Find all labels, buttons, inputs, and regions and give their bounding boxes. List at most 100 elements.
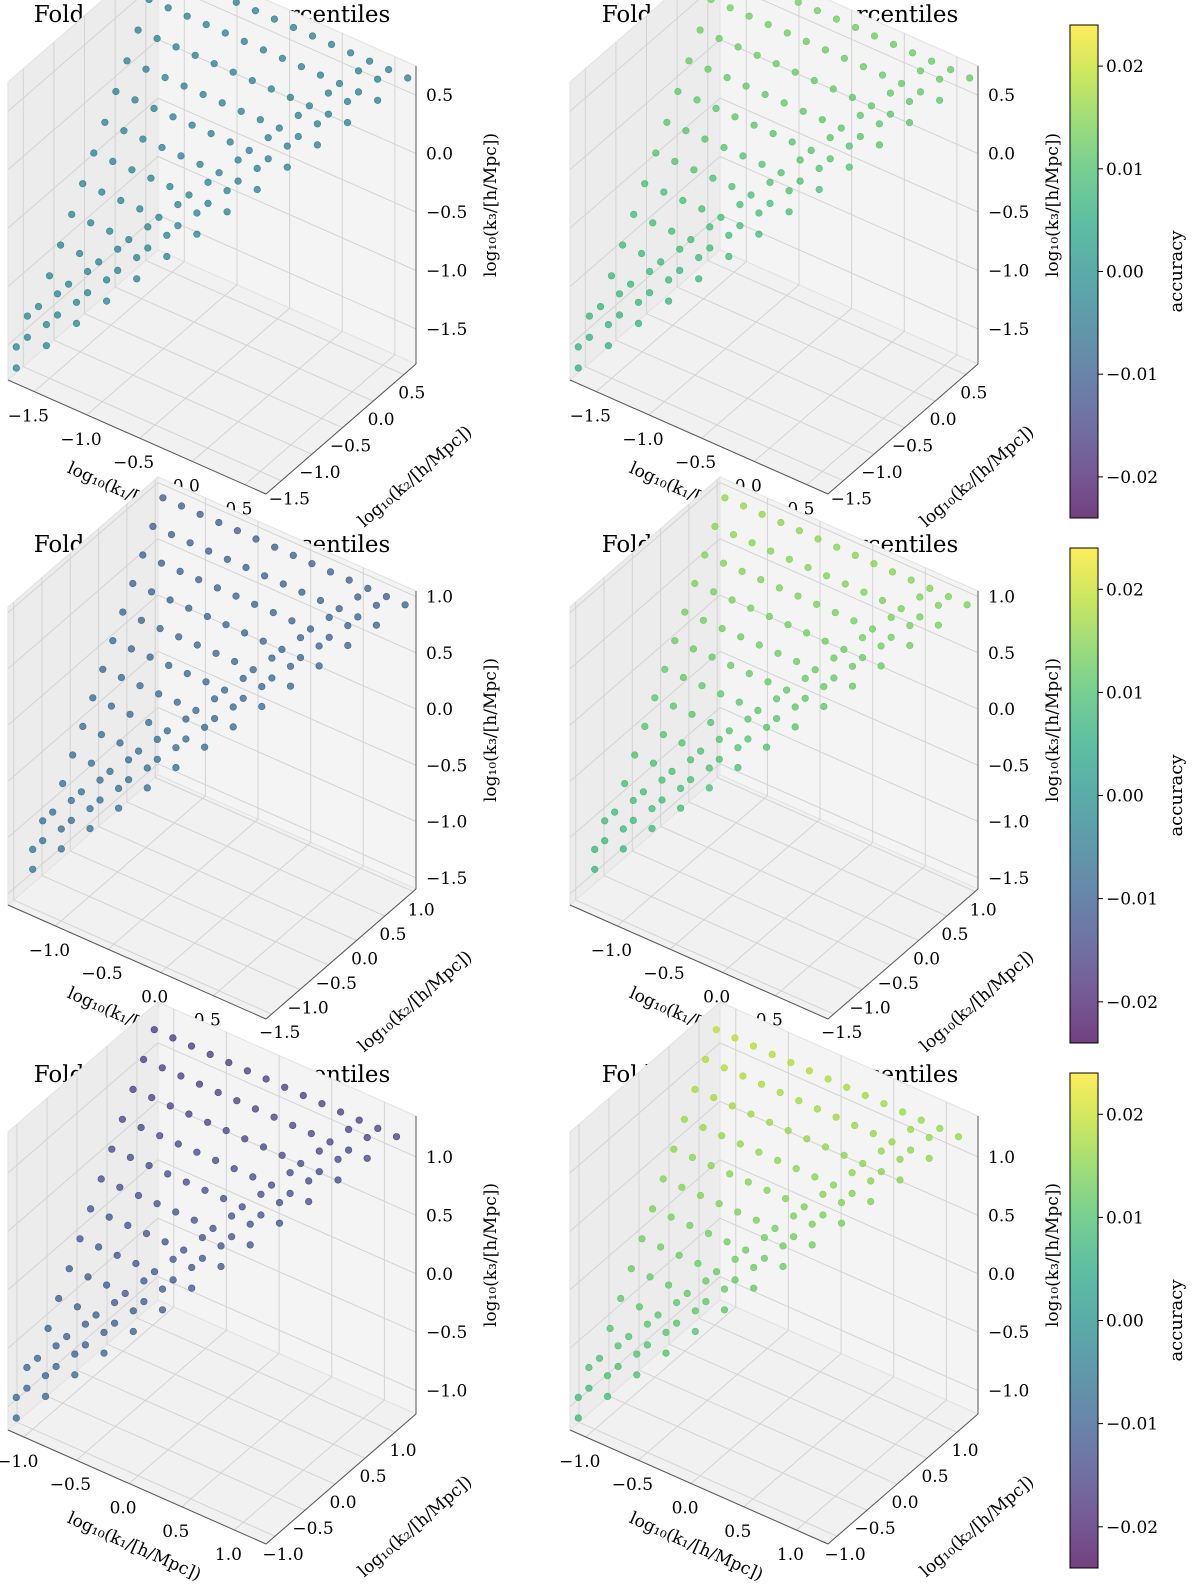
data-point (779, 1262, 787, 1271)
data-point (641, 180, 649, 188)
gridline (569, 1042, 721, 1174)
data-point (651, 694, 659, 702)
data-point (934, 621, 943, 629)
data-point (161, 1238, 169, 1246)
data-point (325, 633, 333, 641)
z-tick-label: −1.5 (426, 320, 467, 340)
data-point (155, 690, 163, 698)
y-axis-line (265, 888, 417, 1020)
scatter-points (591, 494, 971, 873)
data-point (201, 723, 209, 731)
data-point (791, 703, 799, 711)
gridline (154, 777, 414, 892)
z-tick-label: −0.5 (988, 1323, 1029, 1343)
data-point (71, 1371, 79, 1379)
data-point (906, 641, 914, 650)
gridline (7, 1100, 159, 1232)
data-point (701, 1055, 710, 1064)
data-point (193, 641, 201, 649)
y-tick-label: 0.5 (359, 1467, 386, 1487)
z-tick-label: −1.0 (426, 813, 467, 833)
data-point (214, 1088, 222, 1097)
data-point (821, 46, 830, 54)
data-point (114, 804, 123, 812)
data-point (76, 1235, 84, 1243)
data-point (935, 96, 944, 104)
x-axis-line (569, 1429, 829, 1545)
data-point (841, 580, 849, 588)
data-point (764, 21, 772, 29)
data-point (100, 1328, 108, 1336)
data-point (670, 1145, 678, 1153)
data-point (343, 97, 352, 106)
data-point (149, 522, 157, 531)
data-point (646, 1273, 654, 1281)
data-point (270, 1113, 278, 1121)
x-axis-line (569, 379, 829, 495)
data-point (718, 624, 726, 633)
gridline (7, 39, 159, 170)
data-point (831, 608, 839, 617)
y-tick-label: −0.5 (878, 974, 919, 994)
data-point (193, 1148, 201, 1156)
gridline (569, 1100, 721, 1232)
gridline (722, 842, 874, 973)
data-point (820, 702, 828, 711)
data-point (313, 120, 322, 128)
data-point (773, 1156, 782, 1164)
data-point (818, 116, 826, 124)
data-point (173, 698, 181, 706)
data-point (698, 682, 706, 690)
data-point (158, 1306, 167, 1314)
data-point (133, 254, 141, 262)
data-point (826, 134, 834, 142)
x-tick-label: 0.0 (141, 988, 168, 1008)
data-point (712, 104, 720, 112)
data-point (820, 682, 828, 691)
data-point (335, 79, 344, 88)
data-point (705, 784, 713, 792)
gridline (638, 1329, 789, 1461)
colorbar-tick-label: 0.00 (1106, 1312, 1144, 1332)
x-axis-line (7, 379, 267, 495)
data-point (124, 1221, 132, 1229)
data-point (344, 641, 352, 650)
data-point (760, 1254, 769, 1262)
data-point (372, 601, 381, 609)
gridline (128, 1353, 280, 1484)
data-point (585, 1363, 593, 1372)
data-point (172, 763, 180, 772)
data-point (654, 1311, 662, 1319)
data-point (723, 1238, 731, 1246)
data-point (785, 187, 793, 195)
data-point (744, 1178, 752, 1186)
data-point (574, 343, 582, 351)
gridline (157, 594, 417, 710)
data-point (315, 642, 323, 650)
x-tick-label: −1.0 (559, 1452, 600, 1472)
data-point (604, 321, 613, 329)
gridline (569, 1159, 721, 1291)
data-point (738, 567, 746, 576)
data-point (161, 73, 169, 82)
data-point (595, 1354, 604, 1362)
data-point (821, 1143, 830, 1151)
data-point (875, 141, 884, 149)
data-point (603, 1392, 612, 1400)
gridline (16, 1421, 276, 1537)
gridline (212, 865, 364, 997)
data-point (239, 694, 247, 702)
gridline (569, 482, 721, 613)
z-tick-label: −1.0 (426, 1382, 467, 1402)
data-point (150, 1026, 158, 1034)
data-point (221, 686, 229, 694)
x-axis-line (569, 904, 829, 1020)
y-tick-label: 0.0 (368, 410, 395, 430)
data-point (55, 1294, 63, 1303)
data-point (585, 1384, 593, 1392)
data-point (69, 751, 77, 759)
data-point (789, 1212, 798, 1220)
data-point (105, 1213, 113, 1221)
panel-1: −1.5−1.0−0.50.00.5 −1.5−1.0−0.50.00.5−1.5… (7, 0, 501, 535)
data-point (33, 1354, 42, 1362)
